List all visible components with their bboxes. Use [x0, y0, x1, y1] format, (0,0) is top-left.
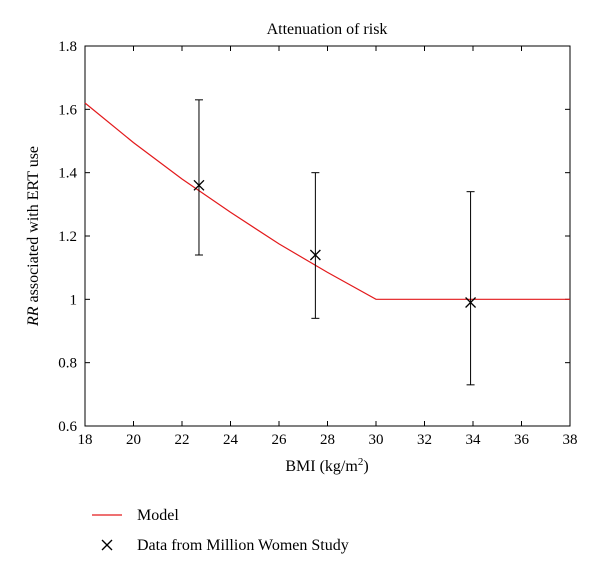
x-tick-label-18: 18: [78, 432, 93, 448]
marker-b-1: [309, 249, 321, 261]
x-tick-label-28: 28: [320, 432, 335, 448]
model-line: [84, 102, 570, 300]
y-tick-label-3: 1.2: [58, 229, 77, 245]
x-axis: 18 20 22 24 26 28 30 32 34 36 38: [78, 46, 578, 448]
x-tick-label-24: 24: [223, 432, 239, 448]
plot-frame: [84, 45, 571, 427]
y-tick-label-2: 1: [70, 292, 78, 308]
x-axis-label-end: ): [363, 458, 368, 475]
x-tick-label-22: 22: [175, 432, 190, 448]
x-tick-label-36: 36: [514, 432, 530, 448]
marker-b-2: [465, 297, 477, 308]
legend-item-model: Model: [92, 507, 179, 524]
plot-area: [84, 99, 570, 386]
legend-label-model: Model: [137, 507, 179, 524]
y-tick-label-0: 0.6: [58, 419, 77, 435]
legend: Model Data from Million Women Study: [92, 507, 349, 554]
chart-title: Attenuation of risk: [267, 21, 388, 38]
y-tick-label-1: 0.8: [58, 356, 77, 372]
x-tick-label-34: 34: [466, 432, 482, 448]
x-axis-label-superscript: 2: [358, 456, 364, 468]
x-axis-label-main: BMI (kg/m: [285, 458, 358, 475]
y-axis: 0.6 0.8 1 1.2 1.4 1.6 1.8: [58, 39, 570, 435]
legend-swatch-data: [101, 539, 113, 551]
x-tick-label-32: 32: [417, 432, 432, 448]
x-axis-label: BMI (kg/m2): [285, 456, 368, 475]
x-tick-label-20: 20: [126, 432, 141, 448]
data-point-2: [465, 191, 477, 386]
x-tick-label-30: 30: [369, 432, 384, 448]
data-point-1: [309, 172, 321, 319]
y-axis-label-italic: RR: [25, 306, 42, 327]
data-point-0: [193, 99, 205, 256]
y-tick-label-5: 1.6: [58, 102, 77, 118]
x-tick-label-38: 38: [563, 432, 578, 448]
y-axis-label-rest: associated with ERT use: [25, 146, 42, 307]
marker-b-0: [193, 179, 205, 191]
y-axis-label: RR associated with ERT use: [25, 146, 42, 327]
legend-label-data: Data from Million Women Study: [137, 537, 349, 554]
legend-item-data: Data from Million Women Study: [101, 537, 349, 554]
y-tick-label-6: 1.8: [58, 39, 77, 55]
y-tick-label-4: 1.4: [58, 166, 77, 182]
x-tick-label-26: 26: [272, 432, 288, 448]
